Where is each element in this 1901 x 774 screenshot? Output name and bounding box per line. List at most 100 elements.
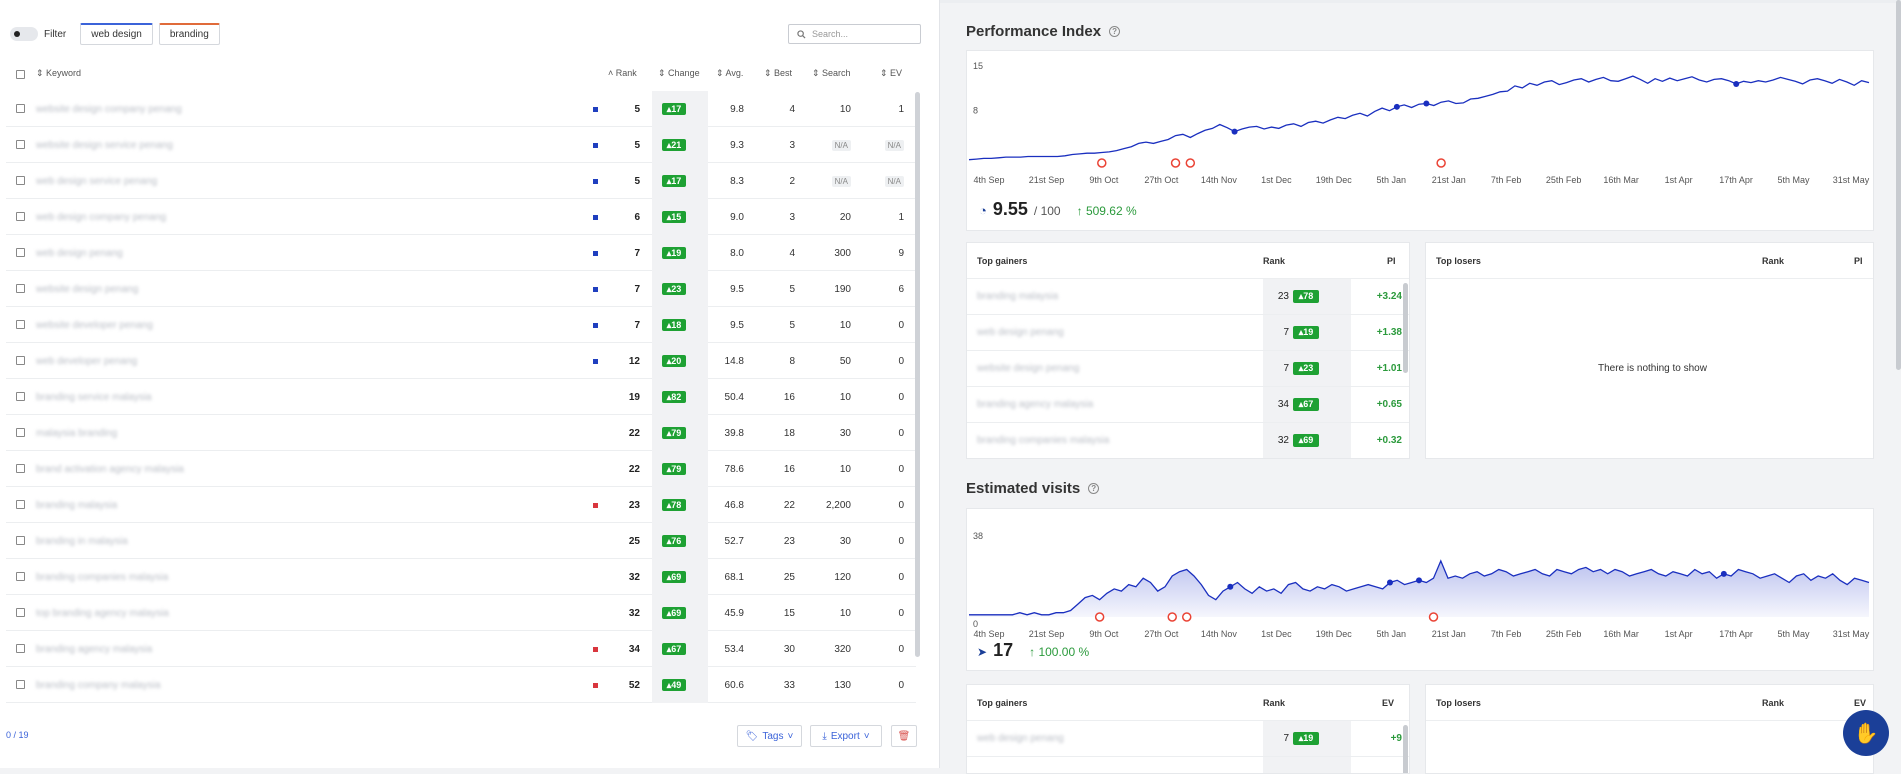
row-checkbox[interactable]: [16, 248, 25, 257]
keyword-text[interactable]: brand activation agency malaysia: [36, 464, 184, 475]
table-row[interactable]: website developer penang 7 ▴18 9.5 5 10 0: [6, 307, 916, 343]
row-checkbox[interactable]: [16, 644, 25, 653]
keyword-text[interactable]: web design company penang: [36, 212, 167, 223]
keyword-text[interactable]: malaysia branding: [36, 428, 118, 439]
gainer-row[interactable]: web design penang 7 ▴19 +9: [967, 721, 1409, 757]
keyword-text[interactable]: website design company penang: [36, 104, 182, 115]
keyword-text[interactable]: website developer penang: [36, 320, 153, 331]
gainer-keyword: web design penang: [977, 733, 1064, 744]
col-search[interactable]: ⇕ Search: [812, 68, 851, 78]
col-change[interactable]: ⇕ Change: [658, 68, 700, 78]
search-volume: 10: [839, 608, 851, 619]
search-volume: 10: [839, 464, 851, 475]
search-input[interactable]: Search...: [788, 24, 921, 44]
row-checkbox[interactable]: [16, 284, 25, 293]
selection-count: 0 / 19: [6, 730, 29, 740]
table-scrollbar[interactable]: [915, 92, 920, 657]
table-row[interactable]: top branding agency malaysia 32 ▴69 45.9 15 1…: [6, 595, 916, 631]
x-tick-label: 16th Mar: [1603, 175, 1639, 185]
gainer-row[interactable]: branding companies malaysia 32 ▴69 +0.32: [967, 423, 1409, 458]
col-keyword[interactable]: ⇕ Keyword: [36, 68, 82, 78]
rank-marker: [593, 323, 598, 328]
page-scrollbar[interactable]: [1896, 0, 1901, 370]
filter-toggle[interactable]: [10, 27, 38, 41]
table-row[interactable]: branding companies malaysia 32 ▴69 68.1 25 12…: [6, 559, 916, 595]
chat-widget-button[interactable]: ✋: [1843, 710, 1889, 756]
x-tick-label: 31st May: [1833, 175, 1870, 185]
x-tick-label: 21st Sep: [1029, 175, 1065, 185]
gainer-row[interactable]: branding agency malaysia 34 ▴67 +0.65: [967, 387, 1409, 423]
keyword-text[interactable]: top branding agency malaysia: [36, 608, 169, 619]
delete-button[interactable]: 🗑: [891, 725, 917, 747]
keyword-text[interactable]: branding agency malaysia: [36, 644, 153, 655]
col-rank[interactable]: ˄ Rank: [608, 68, 637, 78]
table-row[interactable]: web design penang 7 ▴19 8.0 4 300 9: [6, 235, 916, 271]
table-row[interactable]: web design company penang 6 ▴15 9.0 3 20 1: [6, 199, 916, 235]
row-checkbox[interactable]: [16, 212, 25, 221]
table-row[interactable]: branding malaysia 23 ▴78 46.8 22 2,200 0: [6, 487, 916, 523]
keyword-text[interactable]: web design service penang: [36, 176, 158, 187]
row-checkbox[interactable]: [16, 392, 25, 401]
keyword-text[interactable]: branding companies malaysia: [36, 572, 169, 583]
row-checkbox[interactable]: [16, 464, 25, 473]
row-checkbox[interactable]: [16, 680, 25, 689]
row-checkbox[interactable]: [16, 140, 25, 149]
table-row[interactable]: branding service malaysia 19 ▴82 50.4 16 10 0: [6, 379, 916, 415]
keyword-text[interactable]: branding in malaysia: [36, 536, 128, 547]
row-checkbox[interactable]: [16, 608, 25, 617]
keyword-text[interactable]: website design service penang: [36, 140, 173, 151]
gainers-scrollbar[interactable]: [1403, 283, 1408, 373]
table-row[interactable]: branding company malaysia 52 ▴49 60.6 33 130 0: [6, 667, 916, 703]
keyword-text[interactable]: branding service malaysia: [36, 392, 152, 403]
col-best[interactable]: ⇕ Best: [764, 68, 793, 78]
avg-value: 14.8: [724, 356, 744, 367]
table-row[interactable]: web design service penang 5 ▴17 8.3 2 N/A N/A: [6, 163, 916, 199]
gainer-row[interactable]: website design penang 7 ▴23 +1.01: [967, 351, 1409, 387]
rank-value: 23: [628, 500, 640, 511]
export-button[interactable]: ⤓ Export ˅: [810, 725, 882, 747]
avg-value: 78.6: [724, 464, 744, 475]
tags-button[interactable]: 🏷 Tags ˅: [737, 725, 802, 747]
table-row[interactable]: branding agency malaysia 34 ▴67 53.4 30 320 0: [6, 631, 916, 667]
best-value: 4: [789, 104, 795, 115]
keyword-text[interactable]: branding company malaysia: [36, 680, 161, 691]
search-volume: N/A: [806, 176, 851, 187]
x-tick-label: 14th Nov: [1201, 629, 1238, 639]
table-row[interactable]: website design penang 7 ▴23 9.5 5 190 6: [6, 271, 916, 307]
x-tick-label: 21st Jan: [1432, 629, 1466, 639]
row-checkbox[interactable]: [16, 320, 25, 329]
table-row[interactable]: branding in malaysia 25 ▴76 52.7 23 30 0: [6, 523, 916, 559]
row-checkbox[interactable]: [16, 356, 25, 365]
select-all-checkbox[interactable]: [16, 70, 25, 79]
table-row[interactable]: website design company penang 5 ▴17 9.8 4 10 1: [6, 91, 916, 127]
col-avg[interactable]: ⇕ Avg.: [716, 68, 744, 78]
keyword-text[interactable]: web developer penang: [36, 356, 138, 367]
help-icon[interactable]: ?: [1109, 26, 1121, 37]
row-checkbox[interactable]: [16, 104, 25, 113]
table-row[interactable]: website design service penang 5 ▴21 9.3 3 N/A…: [6, 127, 916, 163]
col-ev[interactable]: ⇕ EV: [880, 68, 903, 78]
row-checkbox[interactable]: [16, 428, 25, 437]
help-icon[interactable]: ?: [1088, 483, 1100, 494]
tag-branding-button[interactable]: branding: [158, 23, 220, 45]
row-checkbox[interactable]: [16, 500, 25, 509]
keyword-text[interactable]: branding malaysia: [36, 500, 118, 511]
keyword-text[interactable]: website design penang: [36, 284, 139, 295]
table-row[interactable]: malaysia branding 22 ▴79 39.8 18 30 0: [6, 415, 916, 451]
change-badge: ▴21: [662, 139, 686, 151]
row-checkbox[interactable]: [16, 176, 25, 185]
row-checkbox[interactable]: [16, 536, 25, 545]
data-point: [1423, 100, 1430, 107]
row-checkbox[interactable]: [16, 572, 25, 581]
gainers-scrollbar[interactable]: [1403, 725, 1408, 773]
search-volume: 10: [839, 104, 851, 115]
rank-marker: [593, 359, 598, 364]
keyword-text[interactable]: web design penang: [36, 248, 123, 259]
change-badge: ▴15: [662, 211, 686, 223]
rank-marker: [593, 251, 598, 256]
gainer-row[interactable]: web design penang 7 ▴19 +1.38: [967, 315, 1409, 351]
table-row[interactable]: brand activation agency malaysia 22 ▴79 78.…: [6, 451, 916, 487]
gainer-row[interactable]: branding malaysia 23 ▴78 +3.24: [967, 279, 1409, 315]
table-row[interactable]: web developer penang 12 ▴20 14.8 8 50 0: [6, 343, 916, 379]
tag-web-design-button[interactable]: web design: [80, 23, 153, 45]
